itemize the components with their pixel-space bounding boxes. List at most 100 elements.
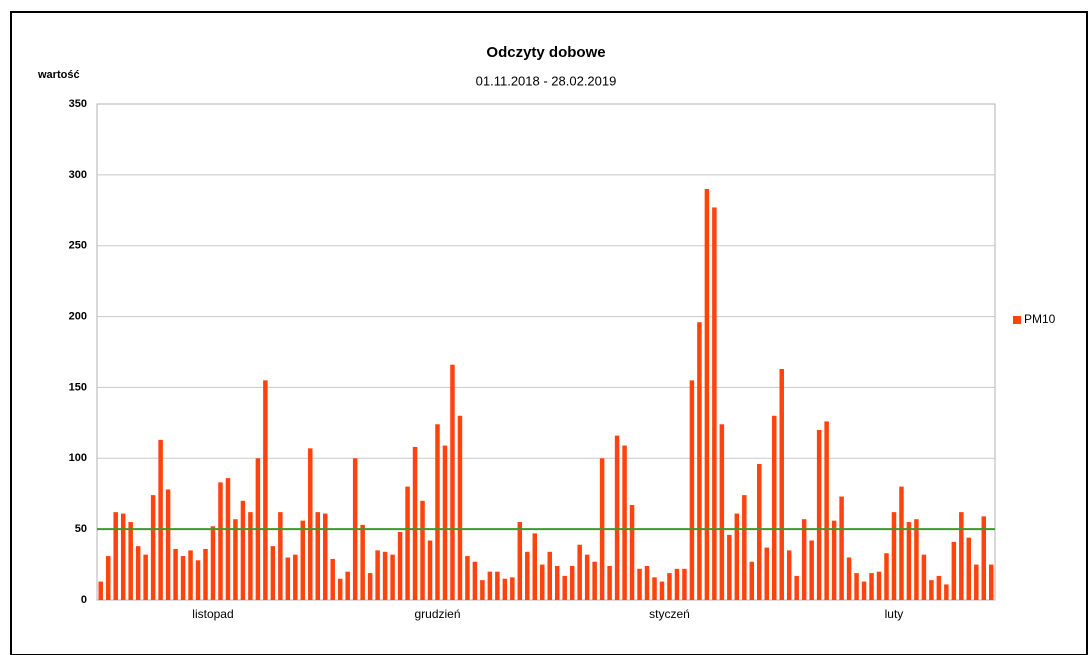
bar — [719, 424, 725, 600]
bar — [607, 565, 612, 600]
bar — [936, 575, 942, 600]
bar — [150, 495, 156, 600]
bar — [337, 578, 343, 600]
bar — [801, 519, 807, 600]
bar — [652, 577, 657, 600]
bar — [906, 522, 912, 600]
y-tick-label: 350 — [69, 98, 87, 110]
bar — [240, 500, 246, 600]
legend-swatch — [1013, 316, 1021, 324]
bar — [869, 573, 874, 600]
legend-label: PM10 — [1024, 312, 1056, 326]
bar — [382, 551, 388, 600]
bar — [854, 573, 859, 600]
bar — [779, 369, 784, 600]
bar — [592, 561, 597, 600]
bar — [876, 571, 882, 600]
bar — [816, 429, 822, 600]
bar — [293, 554, 298, 600]
bar — [727, 534, 732, 600]
bar — [165, 489, 171, 600]
bar — [757, 463, 762, 600]
y-tick-label: 250 — [69, 240, 87, 252]
x-tick-label: grudzień — [414, 607, 460, 621]
bar — [218, 482, 223, 600]
bar — [113, 512, 118, 600]
bar — [308, 448, 313, 600]
bar — [225, 478, 231, 600]
bar — [831, 520, 837, 600]
bar — [345, 571, 350, 600]
bar — [839, 496, 844, 600]
bar — [233, 519, 238, 600]
bar — [891, 512, 897, 600]
bar — [667, 573, 672, 600]
bar — [135, 546, 141, 600]
bar — [764, 547, 770, 600]
bar — [944, 584, 949, 600]
bar — [427, 540, 433, 600]
bar — [367, 573, 373, 600]
bar — [734, 513, 740, 600]
bar — [105, 556, 111, 600]
bar — [959, 512, 964, 600]
bar — [547, 551, 552, 600]
bar — [899, 486, 904, 600]
bar — [637, 568, 642, 600]
bar — [210, 526, 216, 600]
bar — [487, 571, 493, 600]
bar — [846, 557, 852, 600]
bar — [203, 548, 208, 600]
y-tick-label: 200 — [69, 310, 87, 322]
bar — [689, 380, 695, 600]
bar — [315, 512, 321, 600]
x-tick-label: styczeń — [649, 607, 690, 621]
bar — [173, 548, 178, 600]
bar — [704, 189, 710, 600]
bar — [300, 520, 306, 600]
bar — [180, 556, 186, 600]
x-tick-label: luty — [885, 607, 904, 621]
x-tick-label: listopad — [192, 607, 233, 621]
y-tick-label: 0 — [81, 594, 87, 606]
bar — [457, 415, 463, 600]
bar — [322, 513, 328, 600]
bar — [532, 533, 538, 600]
bar — [188, 550, 193, 600]
bar — [472, 561, 478, 600]
bar — [285, 557, 291, 600]
y-tick-label: 50 — [75, 523, 87, 535]
bar — [554, 565, 560, 600]
bar — [405, 486, 410, 600]
bar — [128, 522, 133, 600]
bar — [98, 581, 103, 600]
bar — [914, 519, 919, 600]
bar — [614, 435, 620, 600]
bar — [577, 544, 582, 600]
bar — [270, 546, 276, 600]
bar — [195, 560, 201, 600]
chart-title: Odczyty dobowe — [486, 44, 605, 61]
bar — [158, 439, 163, 600]
bar — [629, 505, 635, 600]
y-tick-label: 100 — [69, 452, 87, 464]
bar — [525, 551, 530, 600]
bar — [929, 580, 934, 600]
bar — [450, 364, 455, 600]
bar — [989, 564, 994, 600]
bar — [120, 513, 126, 600]
bar — [824, 421, 829, 600]
bar — [420, 500, 425, 600]
bar — [517, 522, 523, 600]
bar — [981, 516, 987, 600]
bar — [742, 495, 747, 600]
bar — [569, 565, 575, 600]
bar — [644, 565, 650, 600]
bar — [435, 424, 440, 600]
bar — [480, 580, 485, 600]
bar — [659, 581, 665, 600]
y-axis-label: wartość — [37, 69, 80, 81]
bar — [360, 524, 365, 600]
